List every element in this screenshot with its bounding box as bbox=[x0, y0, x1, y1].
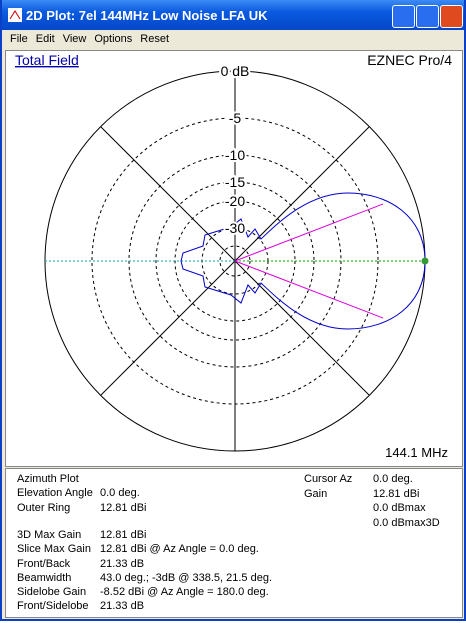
ring-label: -5 bbox=[229, 110, 242, 126]
cursor-dot bbox=[421, 257, 429, 265]
window-title: 2D Plot: 7el 144MHz Low Noise LFA UK bbox=[26, 8, 268, 23]
beamwidth-line bbox=[234, 203, 384, 262]
maximize-button[interactable] bbox=[416, 5, 439, 28]
ring-label: -20 bbox=[225, 193, 245, 209]
info-value: 0.0 dBmax bbox=[373, 502, 426, 514]
menu-item[interactable]: Options bbox=[94, 33, 133, 45]
menu-item[interactable]: Reset bbox=[140, 33, 170, 45]
info-value: 43.0 deg.; -3dB @ 338.5, 21.5 deg. bbox=[100, 572, 273, 584]
info-label: Sidelobe Gain bbox=[17, 586, 87, 598]
menu-item[interactable]: File bbox=[10, 33, 28, 45]
info-value: -8.52 dBi @ Az Angle = 180.0 deg. bbox=[100, 586, 269, 598]
menu-item[interactable]: View bbox=[62, 33, 87, 45]
info-label: Outer Ring bbox=[17, 502, 71, 514]
info-value: 12.81 dBi bbox=[373, 487, 420, 500]
ring bbox=[155, 181, 315, 341]
close-button[interactable] bbox=[440, 5, 463, 28]
ring-label: -15 bbox=[225, 174, 245, 190]
info-label: Slice Max Gain bbox=[17, 543, 91, 555]
info-value: 0.0 dBmax3D bbox=[373, 516, 440, 529]
info-label: Front/Back bbox=[17, 558, 71, 570]
ring-label: 0 dB bbox=[221, 63, 250, 79]
program-label: EZNEC Pro/4 bbox=[367, 52, 452, 68]
beamwidth-line bbox=[234, 260, 384, 319]
info-panel: Azimuth Plot Elevation Angle 0.0 deg. Outer… bbox=[5, 468, 463, 618]
app-icon bbox=[8, 8, 22, 22]
ring bbox=[219, 245, 251, 277]
title-bar: 2D Plot: 7el 144MHz Low Noise LFA UK bbox=[2, 0, 464, 30]
field-label[interactable]: Total Field bbox=[15, 52, 79, 68]
ring-label: -30 bbox=[225, 220, 245, 236]
minimize-button[interactable] bbox=[392, 5, 415, 28]
info-label: Azimuth Plot bbox=[17, 473, 79, 485]
info-value: 0.0 deg. bbox=[100, 487, 140, 499]
info-label: Gain bbox=[304, 487, 328, 500]
info-label: Front/Sidelobe bbox=[17, 600, 89, 612]
info-label: Elevation Angle bbox=[17, 487, 93, 499]
info-value: 12.81 dBi bbox=[100, 502, 147, 514]
frequency-label: 144.1 MHz bbox=[385, 445, 448, 460]
info-value: 12.81 dBi bbox=[100, 529, 147, 541]
polar-plot: Total Field EZNEC Pro/4 144.1 MHz 0 dB -5… bbox=[15, 52, 452, 460]
info-value: 21.33 dB bbox=[100, 558, 145, 570]
info-label: Cursor Az bbox=[304, 473, 353, 485]
ring-label: -10 bbox=[225, 147, 245, 163]
pattern-curve bbox=[180, 192, 426, 330]
info-label: Beamwidth bbox=[17, 572, 72, 584]
menu-item[interactable]: Edit bbox=[35, 33, 55, 45]
plot-area: Total Field EZNEC Pro/4 144.1 MHz 0 dB -5… bbox=[5, 50, 463, 467]
info-value: 21.33 dB bbox=[100, 600, 145, 612]
info-value: 12.81 dBi @ Az Angle = 0.0 deg. bbox=[100, 543, 259, 555]
menu-bar: File Edit View Options Reset bbox=[2, 30, 464, 48]
info-value: 0.0 deg. bbox=[373, 473, 413, 485]
info-label: 3D Max Gain bbox=[17, 529, 82, 541]
